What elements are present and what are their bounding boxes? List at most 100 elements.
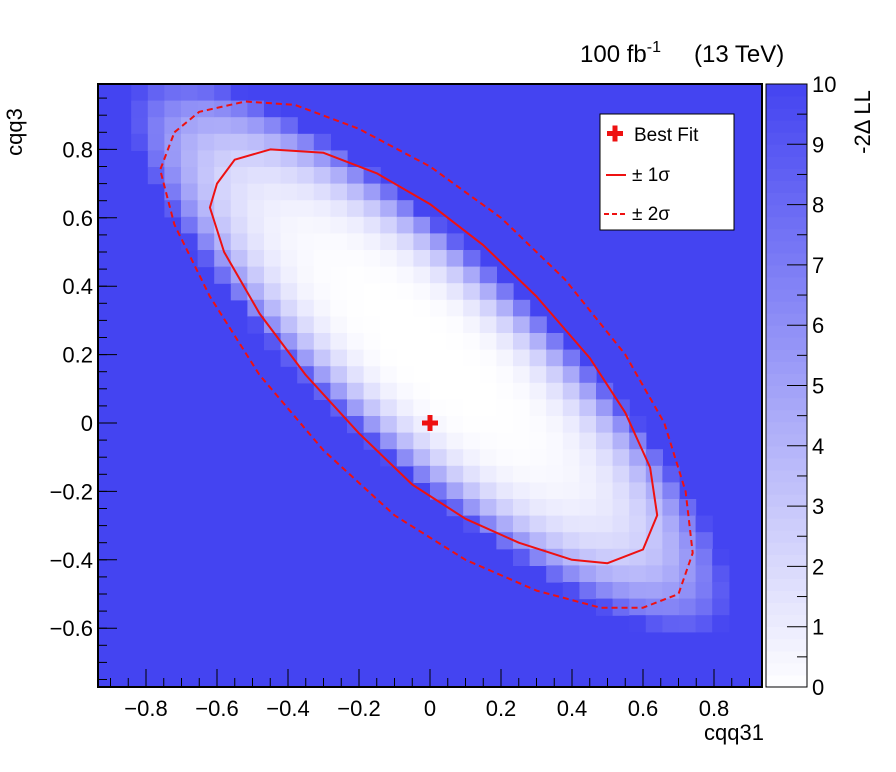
heatmap-cell bbox=[313, 133, 331, 151]
heatmap-cell bbox=[430, 333, 448, 351]
heatmap-cell bbox=[313, 366, 331, 384]
heatmap-cell bbox=[479, 499, 497, 517]
heatmap-cell bbox=[347, 183, 365, 201]
heatmap-cell bbox=[313, 183, 331, 201]
heatmap-cell bbox=[164, 200, 182, 218]
heatmap-cell bbox=[529, 465, 547, 483]
heatmap-cell bbox=[347, 366, 365, 384]
heatmap-cell bbox=[197, 117, 215, 135]
heatmap-cell bbox=[479, 349, 497, 367]
heatmap-cell bbox=[662, 615, 680, 633]
heatmap-cell bbox=[264, 183, 282, 201]
heatmap-cell bbox=[313, 333, 331, 351]
heatmap-cell bbox=[645, 598, 663, 616]
heatmap-cell bbox=[579, 382, 597, 400]
heatmap-cell bbox=[131, 100, 149, 118]
heatmap-cell bbox=[197, 216, 215, 234]
heatmap-cell bbox=[214, 216, 232, 234]
heatmap-cell bbox=[330, 349, 348, 367]
heatmap-cell bbox=[164, 167, 182, 185]
heatmap-cell bbox=[396, 399, 414, 417]
heatmap-cell bbox=[695, 598, 713, 616]
heatmap-cell bbox=[363, 333, 381, 351]
heatmap-cell bbox=[513, 382, 531, 400]
heatmap-cell bbox=[430, 432, 448, 450]
heatmap-cell bbox=[562, 565, 580, 583]
heatmap-cell bbox=[330, 266, 348, 284]
heatmap-cell bbox=[230, 183, 248, 201]
heatmap-cell bbox=[513, 349, 531, 367]
heatmap-cell bbox=[181, 117, 199, 135]
heatmap-cell bbox=[662, 582, 680, 600]
heatmap-cell bbox=[546, 532, 564, 550]
colorbar-tick-label: 8 bbox=[812, 193, 824, 218]
heatmap-cell bbox=[562, 349, 580, 367]
heatmap-cell bbox=[679, 548, 697, 566]
heatmap-cell bbox=[479, 266, 497, 284]
heatmap-cell bbox=[396, 416, 414, 434]
heatmap-cell bbox=[579, 465, 597, 483]
heatmap-cell bbox=[164, 117, 182, 135]
heatmap-cell bbox=[496, 366, 514, 384]
heatmap-cell bbox=[280, 349, 298, 367]
heatmap-cell bbox=[264, 100, 282, 118]
heatmap-cell bbox=[297, 266, 315, 284]
heatmap-cell bbox=[479, 366, 497, 384]
heatmap-cell bbox=[313, 216, 331, 234]
heatmap-cell bbox=[679, 499, 697, 517]
heatmap-cell bbox=[280, 250, 298, 268]
heatmap-cell bbox=[313, 266, 331, 284]
heatmap-cell bbox=[479, 432, 497, 450]
heatmap-cell bbox=[479, 283, 497, 301]
heatmap-cell bbox=[529, 333, 547, 351]
heatmap-cell bbox=[446, 349, 464, 367]
heatmap-cell bbox=[380, 200, 398, 218]
heatmap-cell bbox=[513, 482, 531, 500]
heatmap-cell bbox=[496, 482, 514, 500]
heatmap-cell bbox=[695, 532, 713, 550]
heatmap-cell bbox=[197, 100, 215, 118]
heatmap-cell bbox=[347, 266, 365, 284]
y-tick-label: 0.6 bbox=[62, 206, 93, 231]
heatmap-cell bbox=[446, 299, 464, 317]
heatmap-cell bbox=[446, 499, 464, 517]
heatmap-cell bbox=[513, 449, 531, 467]
heatmap-cell bbox=[347, 216, 365, 234]
heatmap-cell bbox=[596, 399, 614, 417]
heatmap-cell bbox=[363, 349, 381, 367]
heatmap-cell bbox=[562, 532, 580, 550]
heatmap-cell bbox=[347, 200, 365, 218]
heatmap-cell bbox=[529, 515, 547, 533]
heatmap-cell bbox=[645, 465, 663, 483]
heatmap-cell bbox=[396, 299, 414, 317]
heatmap-cell bbox=[264, 167, 282, 185]
heatmap-cell bbox=[612, 515, 630, 533]
heatmap-cell bbox=[662, 499, 680, 517]
heatmap-cell bbox=[214, 84, 232, 102]
heatmap-cell bbox=[662, 465, 680, 483]
heatmap-cell bbox=[413, 382, 431, 400]
heatmap-cell bbox=[380, 183, 398, 201]
heatmap-cell bbox=[363, 167, 381, 185]
energy-label: (13 TeV) bbox=[694, 41, 784, 68]
heatmap-cell bbox=[662, 548, 680, 566]
heatmap-cell bbox=[264, 333, 282, 351]
heatmap-cell bbox=[529, 316, 547, 334]
heatmap-cell bbox=[413, 449, 431, 467]
heatmap-cell bbox=[463, 283, 481, 301]
heatmap-cell bbox=[131, 133, 149, 151]
colorbar-tick-label: 5 bbox=[812, 374, 824, 399]
heatmap-cell bbox=[579, 482, 597, 500]
heatmap-cell bbox=[679, 565, 697, 583]
heatmap-cell bbox=[347, 167, 365, 185]
heatmap-cell bbox=[430, 449, 448, 467]
heatmap-cell bbox=[396, 216, 414, 234]
heatmap-cell bbox=[496, 333, 514, 351]
heatmap-cell bbox=[313, 233, 331, 251]
heatmap-cell bbox=[529, 382, 547, 400]
legend-label-best-fit: Best Fit bbox=[634, 125, 699, 146]
heatmap-cell bbox=[230, 216, 248, 234]
heatmap-cell bbox=[629, 465, 647, 483]
heatmap-cell bbox=[463, 349, 481, 367]
heatmap-cell bbox=[313, 349, 331, 367]
